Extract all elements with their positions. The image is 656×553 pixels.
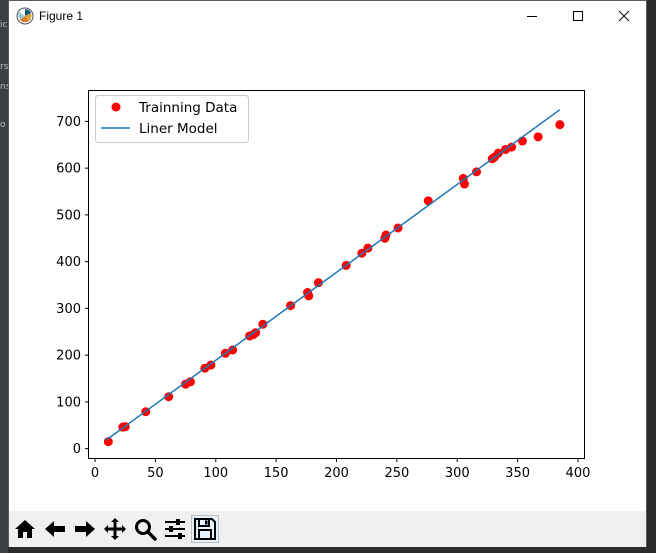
- background-editor-right: [647, 0, 656, 553]
- y-tick-label: 300: [56, 302, 81, 317]
- figure-window: Figure 1 0 100 200 300 400 500 600 700 0 50 100 15…: [8, 0, 647, 547]
- x-tick-label: 250: [384, 466, 409, 481]
- save-button[interactable]: [191, 515, 219, 543]
- background-editor-gutter: ic rs' ns o: [0, 0, 11, 553]
- navigation-toolbar: [9, 511, 646, 547]
- x-tick-label: 350: [505, 466, 530, 481]
- x-tick-label: 50: [147, 466, 164, 481]
- x-tick-label: 0: [91, 466, 99, 481]
- legend-box: [95, 95, 249, 143]
- configure-subplots-button[interactable]: [161, 515, 189, 543]
- minimize-icon: [527, 16, 537, 17]
- window-title: Figure 1: [39, 9, 84, 23]
- training-data-point: [507, 142, 517, 152]
- legend: Trainning Data Liner Model: [95, 95, 249, 143]
- save-icon: [194, 518, 216, 540]
- training-data-point: [459, 179, 469, 189]
- plot-series: [103, 109, 565, 447]
- title-bar[interactable]: Figure 1: [9, 1, 646, 31]
- figure-canvas[interactable]: 0 100 200 300 400 500 600 700 0 50 100 150 200 250 30…: [9, 31, 646, 511]
- training-data-point: [258, 319, 268, 329]
- minimize-button[interactable]: [509, 1, 555, 31]
- maximize-button[interactable]: [555, 1, 601, 31]
- zoom-button[interactable]: [131, 515, 159, 543]
- x-tick-label: 400: [566, 466, 591, 481]
- legend-label-model: Liner Model: [139, 121, 218, 137]
- legend-label-training: Trainning Data: [138, 100, 237, 116]
- x-tick-label: 100: [203, 466, 228, 481]
- x-axis: 0 50 100 150 200 250 300 350 400: [91, 458, 590, 481]
- pan-icon: [104, 518, 126, 540]
- zoom-icon: [135, 519, 157, 541]
- pan-button[interactable]: [101, 515, 129, 543]
- y-tick-label: 700: [56, 115, 81, 130]
- matplotlib-app-icon: [16, 7, 34, 25]
- y-tick-label: 0: [73, 442, 81, 457]
- x-tick-label: 200: [324, 466, 349, 481]
- close-button[interactable]: [601, 1, 647, 31]
- y-tick-label: 400: [56, 255, 81, 270]
- y-tick-label: 200: [56, 349, 81, 364]
- back-arrow-icon: [45, 521, 65, 537]
- back-button[interactable]: [41, 515, 69, 543]
- training-data-point: [228, 345, 238, 355]
- training-data-point: [555, 120, 565, 130]
- y-tick-label: 600: [56, 162, 81, 177]
- background-editor-bottom: [8, 542, 656, 553]
- liner-model-line: [105, 109, 561, 441]
- x-tick-label: 300: [445, 466, 470, 481]
- forward-button[interactable]: [71, 515, 99, 543]
- legend-marker-training: [111, 102, 121, 112]
- maximize-icon: [573, 11, 583, 21]
- y-tick-label: 100: [56, 395, 81, 410]
- x-tick-label: 150: [264, 466, 289, 481]
- training-data-point: [164, 392, 174, 402]
- forward-arrow-icon: [75, 521, 95, 537]
- chart-svg[interactable]: 0 100 200 300 400 500 600 700 0 50 100 150 200 250 30…: [9, 31, 646, 511]
- y-tick-label: 500: [56, 208, 81, 223]
- home-icon: [15, 520, 35, 538]
- training-data-point: [313, 278, 323, 288]
- close-icon: [618, 10, 630, 22]
- home-button[interactable]: [11, 515, 39, 543]
- training-data-point: [533, 132, 543, 142]
- y-axis: 0 100 200 300 400 500 600 700: [56, 115, 89, 457]
- configure-subplots-icon: [165, 519, 185, 539]
